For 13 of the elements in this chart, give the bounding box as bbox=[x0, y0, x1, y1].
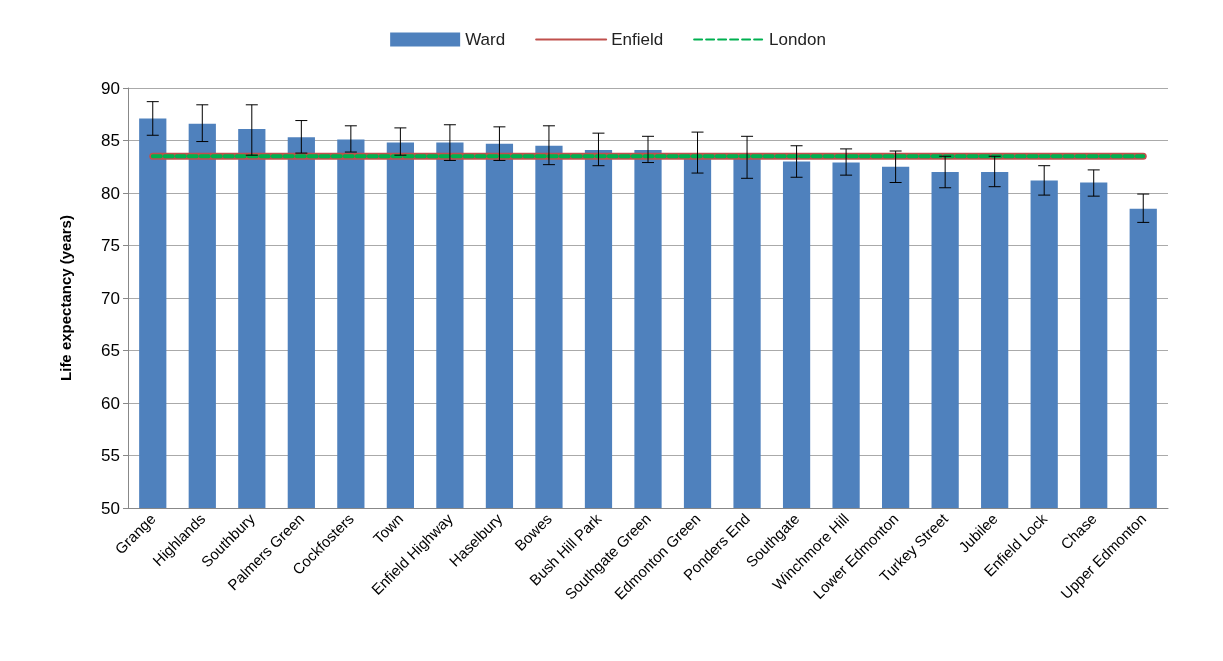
y-tick-label: 60 bbox=[101, 393, 120, 413]
legend-label: Enfield bbox=[611, 30, 664, 49]
y-tick-label: 65 bbox=[101, 341, 120, 360]
y-tick-label: 90 bbox=[101, 78, 120, 98]
y-axis-title: Life expectancy (years) bbox=[57, 215, 74, 381]
y-tick-label: 55 bbox=[101, 446, 120, 465]
y-tick-label: 85 bbox=[101, 131, 120, 150]
legend-label: London bbox=[769, 30, 826, 49]
y-tick-label: 75 bbox=[101, 236, 120, 255]
y-tick-label: 70 bbox=[101, 288, 120, 308]
legend-label: Ward bbox=[465, 30, 506, 49]
y-tick-label: 50 bbox=[101, 498, 120, 518]
y-tick-label: 80 bbox=[101, 183, 120, 203]
